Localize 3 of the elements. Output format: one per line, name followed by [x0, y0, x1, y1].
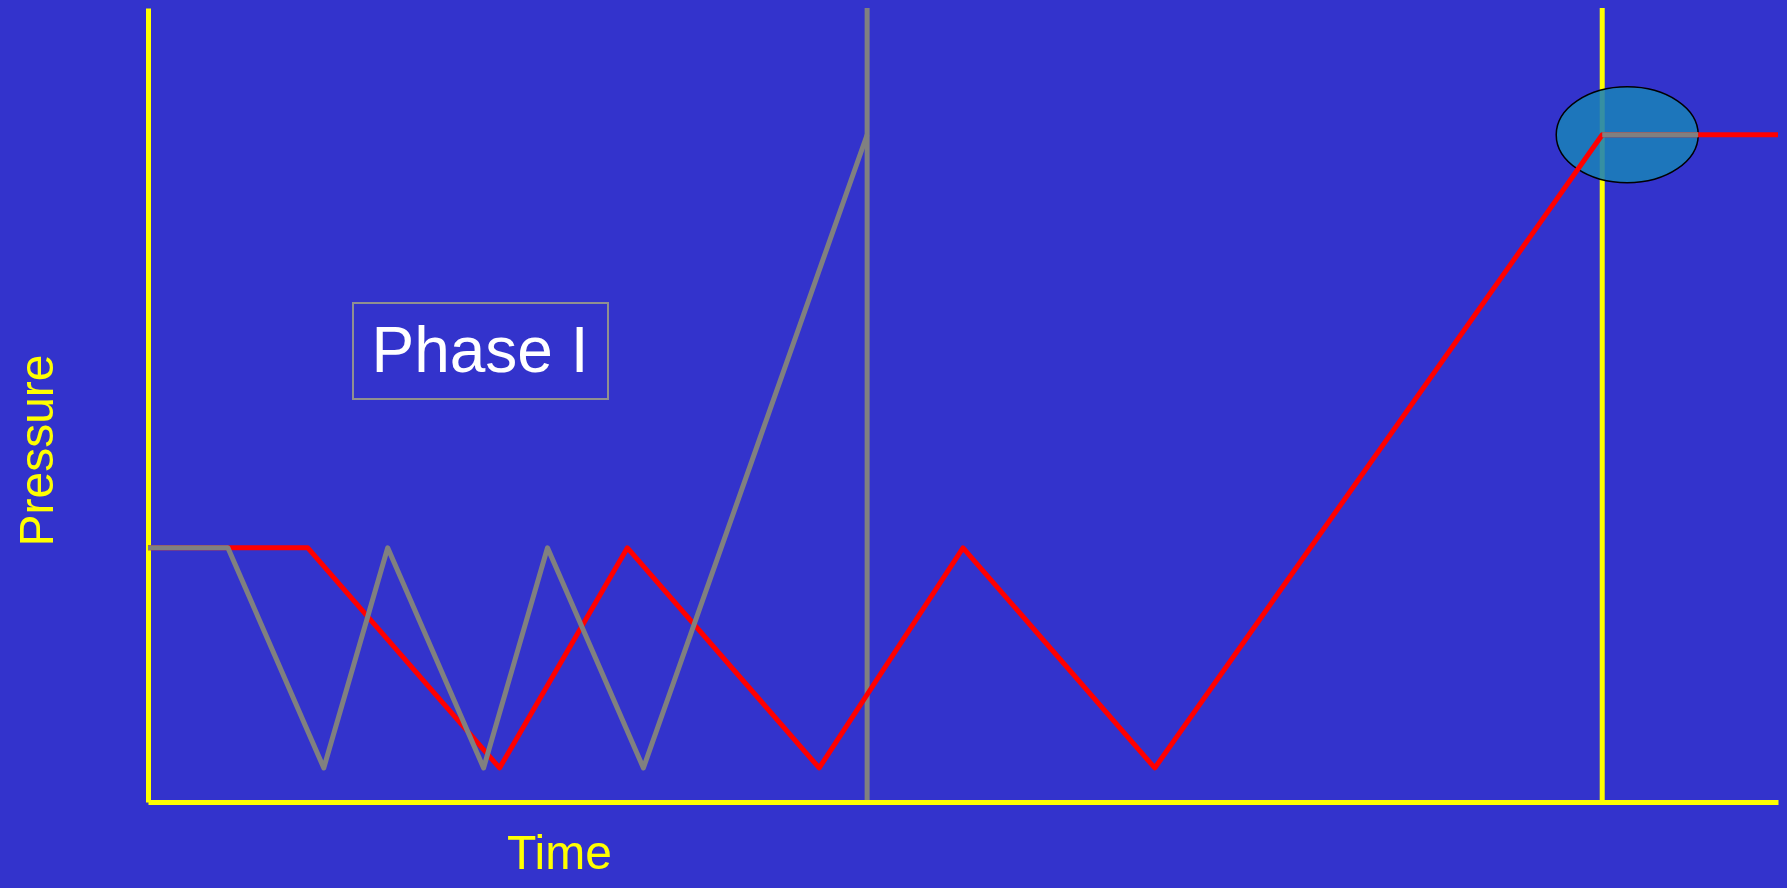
y-axis-title: Pressure — [9, 354, 63, 547]
annotation: Phase I — [371, 314, 589, 386]
x-axis-title: Time — [507, 825, 612, 879]
